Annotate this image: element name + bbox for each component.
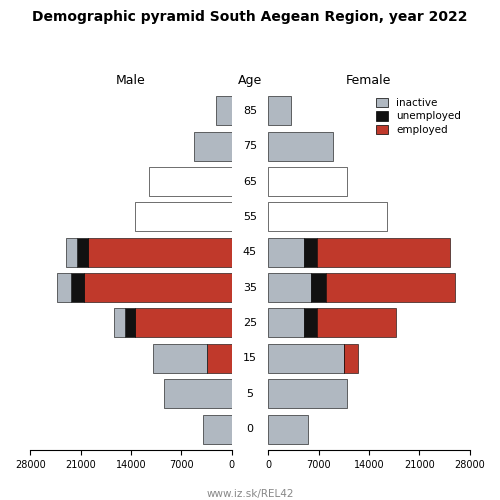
- Text: 65: 65: [243, 176, 257, 186]
- Bar: [114, 308, 124, 338]
- Text: 0: 0: [246, 424, 254, 434]
- Bar: [134, 308, 232, 338]
- Bar: [268, 344, 344, 373]
- Bar: [268, 167, 347, 196]
- Bar: [304, 308, 317, 338]
- Text: 55: 55: [243, 212, 257, 222]
- Title: Female: Female: [346, 74, 392, 87]
- Bar: [268, 202, 387, 232]
- Bar: [88, 238, 232, 266]
- Bar: [268, 414, 308, 444]
- Text: 45: 45: [243, 247, 257, 257]
- Bar: [124, 308, 134, 338]
- Text: 5: 5: [246, 388, 254, 398]
- Bar: [57, 273, 72, 302]
- Bar: [164, 379, 232, 408]
- Bar: [268, 308, 304, 338]
- Bar: [194, 132, 232, 160]
- Title: Age: Age: [238, 74, 262, 87]
- Bar: [304, 238, 317, 266]
- Bar: [149, 167, 232, 196]
- Bar: [216, 96, 232, 126]
- Bar: [84, 273, 232, 302]
- Bar: [77, 238, 88, 266]
- Bar: [206, 344, 232, 373]
- Bar: [268, 273, 312, 302]
- Text: 35: 35: [243, 282, 257, 292]
- Text: Demographic pyramid South Aegean Region, year 2022: Demographic pyramid South Aegean Region,…: [32, 10, 468, 24]
- Bar: [134, 202, 232, 232]
- Text: 75: 75: [243, 141, 257, 151]
- Bar: [317, 308, 396, 338]
- Bar: [152, 344, 206, 373]
- Text: 15: 15: [243, 354, 257, 364]
- Text: www.iz.sk/REL42: www.iz.sk/REL42: [206, 490, 294, 500]
- Text: 25: 25: [243, 318, 257, 328]
- Bar: [66, 238, 77, 266]
- Bar: [268, 132, 333, 160]
- Bar: [312, 273, 326, 302]
- Title: Male: Male: [116, 74, 146, 87]
- Bar: [268, 238, 304, 266]
- Bar: [268, 96, 291, 126]
- Bar: [344, 344, 358, 373]
- Bar: [268, 379, 347, 408]
- Bar: [203, 414, 232, 444]
- Bar: [72, 273, 85, 302]
- Text: 85: 85: [243, 106, 257, 116]
- Legend: inactive, unemployed, employed: inactive, unemployed, employed: [372, 95, 464, 138]
- Bar: [317, 238, 450, 266]
- Bar: [326, 273, 455, 302]
